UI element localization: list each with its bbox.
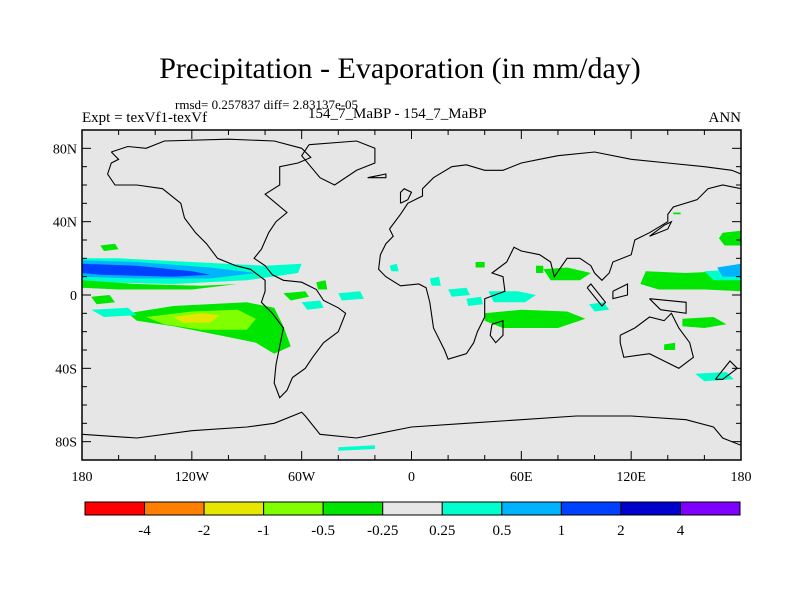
contour-region-14 <box>389 263 399 272</box>
y-axis: 80N 40N 0 40S 80S <box>53 142 741 451</box>
contour-region-30 <box>338 445 375 451</box>
contour-region-6 <box>173 313 220 323</box>
coastline-3 <box>301 140 376 186</box>
contour-region-27 <box>682 317 727 328</box>
y-tick-label-3: 40S <box>55 362 77 377</box>
x-tick-label-1: 120W <box>175 470 210 485</box>
coastline-5 <box>489 319 504 344</box>
contour-region-28 <box>664 342 676 350</box>
plot-background <box>82 130 741 460</box>
x-tick-label-5: 120E <box>616 470 646 485</box>
colorbar-swatch-5 <box>382 501 443 516</box>
colorbar: -4 -2 -1 -0.5 -0.25 0.25 0.5 1 2 4 <box>84 501 741 539</box>
contour-region-32 <box>475 262 485 268</box>
y-tick-label-0: 80N <box>53 142 77 157</box>
colorbar-swatch-1 <box>144 501 205 516</box>
y-tick-label-4: 80S <box>55 436 77 451</box>
coastline-0 <box>106 138 347 399</box>
coastline-11 <box>649 220 673 237</box>
colorbar-label-1: -2 <box>198 523 211 539</box>
colorbar-label-6: 0.5 <box>492 523 511 539</box>
colorbar-label-0: -4 <box>138 523 151 539</box>
stats-line: rmsd= 0.257837 diff= 2.83137e-05 <box>175 97 359 112</box>
coastline-6 <box>399 188 413 204</box>
contour-region-26 <box>719 230 741 246</box>
colorbar-label-8: 2 <box>617 523 625 539</box>
contour-region-9 <box>283 291 309 301</box>
coastline-9 <box>612 283 629 300</box>
coastline-10 <box>649 298 687 314</box>
x-tick-label-0: 180 <box>72 470 93 485</box>
contour-region-7 <box>91 295 115 305</box>
experiment-label: Expt = texVf1-texVf <box>82 110 208 126</box>
colorbar-label-4: -0.25 <box>367 523 398 539</box>
coastline-7 <box>367 173 387 179</box>
coastline-8 <box>586 283 607 307</box>
season-label: ANN <box>708 110 742 126</box>
contour-region-25 <box>717 263 741 277</box>
colorbar-swatch-2 <box>203 501 265 516</box>
colorbar-swatch-3 <box>263 501 324 516</box>
contour-region-10 <box>91 307 137 317</box>
chart-title: Precipitation - Evaporation (in mm/day) <box>159 52 641 85</box>
contour-region-12 <box>316 280 328 290</box>
colorbar-swatch-0 <box>84 501 146 516</box>
x-tick-label-3: 0 <box>408 470 415 485</box>
contour-region-8 <box>100 243 119 251</box>
x-tick-label-2: 60W <box>288 470 316 485</box>
colorbar-swatch-9 <box>620 501 681 516</box>
colorbar-swatch-10 <box>679 501 741 516</box>
colorbar-swatch-8 <box>560 501 622 516</box>
colorbar-label-2: -1 <box>257 523 270 539</box>
y-tick-label-1: 40N <box>53 216 77 231</box>
contour-region-20 <box>589 302 610 312</box>
contour-region-11 <box>301 300 324 310</box>
contour-region-17 <box>466 296 483 306</box>
contour-region-3 <box>82 280 238 290</box>
x-tick-label-6: 180 <box>731 470 752 485</box>
contour-region-16 <box>448 287 471 297</box>
x-tick-label-4: 60E <box>510 470 533 485</box>
y-tick-label-2: 0 <box>70 289 77 304</box>
colorbar-swatch-4 <box>322 501 384 516</box>
colorbar-swatch-6 <box>441 501 503 516</box>
colorbar-label-3: -0.5 <box>311 523 335 539</box>
contour-region-21 <box>543 267 591 281</box>
contour-region-22 <box>536 265 544 273</box>
contour-region-13 <box>338 291 364 301</box>
case-label: 154_7_MaBP - 154_7_MaBP <box>308 106 487 122</box>
contour-region-15 <box>429 276 441 286</box>
colorbar-swatch-7 <box>501 501 562 516</box>
contour-region-31 <box>673 212 681 215</box>
contour-region-2 <box>82 263 211 277</box>
coastline-1 <box>378 151 741 360</box>
colorbar-label-9: 4 <box>677 523 685 539</box>
x-axis: 180 120W 60W 0 60E 120E 180 <box>72 130 752 485</box>
contour-fills <box>82 212 741 451</box>
contour-region-19 <box>484 309 586 328</box>
colorbar-label-5: 0.25 <box>429 523 455 539</box>
colorbar-label-7: 1 <box>558 523 566 539</box>
coastline-2 <box>619 312 695 369</box>
contour-region-18 <box>488 291 536 303</box>
coastline-4 <box>82 411 741 446</box>
